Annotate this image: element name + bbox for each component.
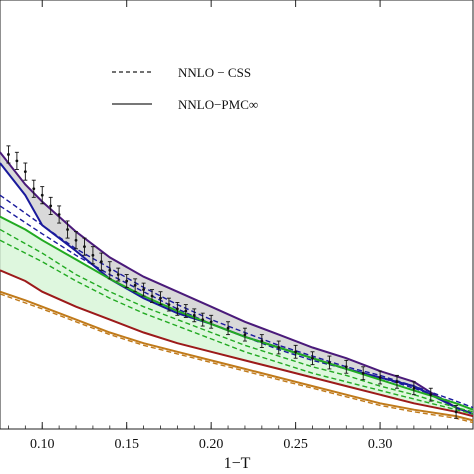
data-point [361,371,365,375]
data-point [226,326,230,330]
data-point [260,339,264,343]
data-point [294,350,298,354]
data-point [395,380,399,384]
data-point [150,294,154,298]
series-line-8 [0,290,474,422]
data-point [133,283,137,287]
data-point [454,410,458,414]
series-line-5 [0,228,474,413]
x-axis-label: 1−T [224,455,251,472]
data-point [192,313,196,317]
ticks-layer: 0.10 0.15 0.20 0.25 0.30 [8,0,449,452]
x-tick-label: 0.30 [368,437,393,452]
data-point [23,170,27,174]
data-point [32,187,36,191]
data-point [311,356,314,360]
plot-frame [0,0,474,430]
points-layer [6,145,459,419]
x-tick-label: 0.15 [114,437,139,452]
data-point [243,333,247,337]
data-point [116,273,120,276]
data-point [328,361,331,364]
series-line-9 [0,293,474,424]
data-point [142,288,145,291]
data-point [83,245,86,249]
bands-layer [0,152,473,417]
data-point [201,318,205,322]
data-point [344,365,348,369]
data-point [108,268,112,272]
legend-label-nnlo-css: NNLO − CSS [178,65,251,80]
data-point [412,386,416,390]
x-tick-label: 0.10 [30,437,55,452]
data-point [57,213,61,216]
data-point [184,309,188,313]
data-point [209,320,213,324]
data-point [378,376,382,379]
data-point [15,159,19,163]
legend: NNLO − CSS NNLO−PMC∞ [112,65,258,112]
series-line-7 [0,269,474,418]
data-point [125,279,129,283]
data-point [49,204,53,208]
series-line-6 [0,239,474,415]
x-tick-label: 0.20 [199,437,224,452]
data-point [167,303,171,306]
series-line-0 [0,151,474,415]
data-point [7,153,10,156]
legend-label-nnlo-pmc: NNLO−PMC∞ [178,97,258,112]
data-point [74,238,78,242]
data-point [277,346,281,349]
data-point [91,253,95,257]
series-line-3 [0,205,474,411]
data-point [40,193,44,197]
data-point [159,296,162,300]
band-1 [0,216,473,417]
data-point [429,393,433,397]
data-point [99,260,103,264]
data-point [175,307,179,311]
data-point [66,228,69,231]
x-tick-label: 0.25 [283,437,308,452]
